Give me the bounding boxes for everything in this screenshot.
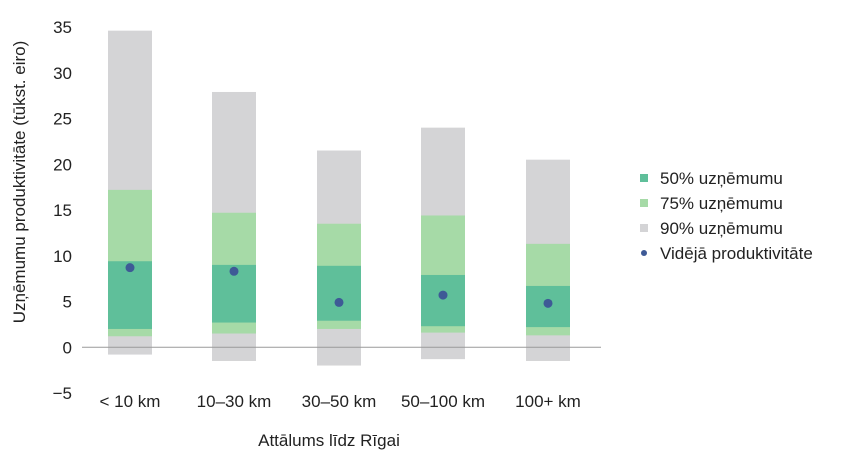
legend-label: 50% uzņēmumu (660, 169, 783, 188)
mean-dot-4 (543, 298, 553, 308)
x-category-label: 10–30 km (197, 392, 272, 411)
mean-dot-0 (125, 263, 135, 273)
y-tick-labels: −5 0 5 10 15 20 25 30 35 (53, 18, 72, 403)
bars-layer (108, 30, 570, 366)
legend-swatch (640, 224, 648, 232)
legend: 50% uzņēmumu 75% uzņēmumu 90% uzņēmumu Vidē… (640, 169, 813, 263)
y-tick-label: 25 (53, 110, 72, 129)
legend-item: 90% uzņēmumu (640, 219, 783, 238)
legend-swatch (640, 174, 648, 182)
x-category-label: 30–50 km (302, 392, 377, 411)
legend-item: 50% uzņēmumu (640, 169, 783, 188)
y-axis-title: Uzņēmumu produktivitāte (tūkst. eiro) (10, 41, 29, 324)
y-tick-label: 35 (53, 18, 72, 37)
legend-item: Vidējā produktivitāte (641, 244, 813, 263)
y-tick-label: 5 (63, 293, 72, 312)
mean-dots-layer (125, 263, 553, 308)
x-category-labels: < 10 km 10–30 km 30–50 km 50–100 km 100+ km (100, 392, 581, 411)
y-tick-label: 30 (53, 64, 72, 83)
y-tick-label: 10 (53, 247, 72, 266)
x-axis-title: Attālums līdz Rīgai (258, 431, 400, 450)
mean-dot-2 (334, 297, 344, 307)
legend-label: Vidējā produktivitāte (660, 244, 813, 263)
legend-label: 90% uzņēmumu (660, 219, 783, 238)
x-category-label: < 10 km (100, 392, 161, 411)
x-category-label: 50–100 km (401, 392, 485, 411)
range-bar-50-uz-mumu-0 (108, 261, 152, 329)
mean-dot-1 (229, 266, 239, 276)
y-tick-label: −5 (53, 384, 72, 403)
mean-dot-3 (438, 290, 448, 300)
x-category-label: 100+ km (515, 392, 581, 411)
range-bar-50-uz-mumu-3 (421, 274, 465, 327)
y-tick-label: 15 (53, 201, 72, 220)
range-bar-50-uz-mumu-2 (317, 265, 361, 321)
y-tick-label: 0 (63, 338, 72, 357)
legend-item: 75% uzņēmumu (640, 194, 783, 213)
legend-swatch (640, 199, 648, 207)
legend-dot-marker (641, 250, 647, 256)
y-tick-label: 20 (53, 155, 72, 174)
legend-label: 75% uzņēmumu (660, 194, 783, 213)
